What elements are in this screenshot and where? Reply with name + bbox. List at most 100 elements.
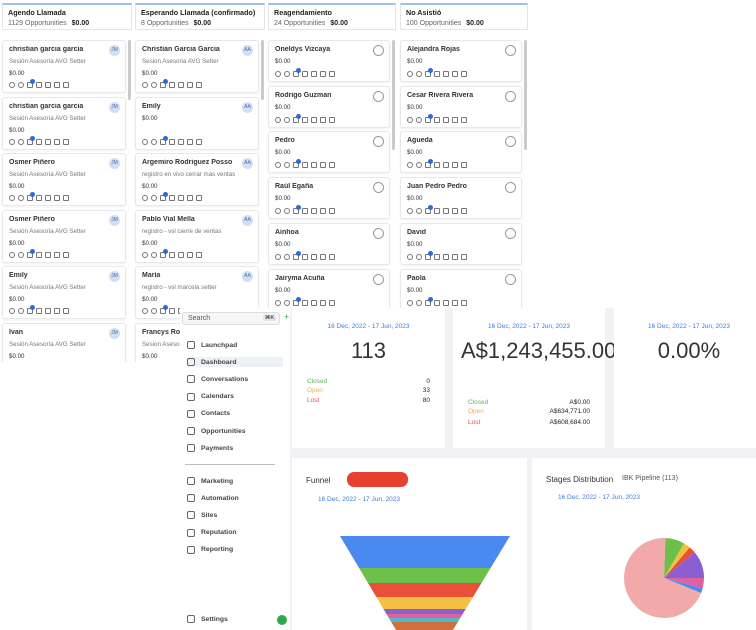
action-icon[interactable]	[461, 253, 467, 260]
action-icon[interactable]	[178, 195, 184, 201]
action-icon[interactable]	[169, 251, 175, 258]
nav-item[interactable]: Sites	[187, 511, 217, 520]
action-icon[interactable]	[9, 251, 15, 258]
action-icon[interactable]	[18, 82, 24, 88]
action-icon[interactable]	[196, 138, 202, 145]
action-icon[interactable]	[461, 116, 467, 123]
action-icon[interactable]	[63, 308, 69, 314]
action-icon[interactable]	[63, 195, 69, 201]
action-icon[interactable]	[311, 116, 317, 123]
nav-item[interactable]: Dashboard	[187, 357, 283, 368]
action-icon[interactable]	[54, 138, 60, 145]
action-icon[interactable]	[407, 253, 413, 260]
action-icon[interactable]	[407, 299, 413, 306]
action-icon[interactable]	[151, 251, 157, 258]
action-icon[interactable]	[151, 138, 157, 145]
action-icon[interactable]	[302, 208, 308, 215]
action-icon[interactable]	[452, 71, 458, 77]
action-icon[interactable]	[329, 71, 335, 77]
action-icon[interactable]	[187, 195, 193, 201]
action-icon[interactable]	[443, 71, 449, 77]
opportunity-card[interactable]: Pablo Vial Mella registro - vsl cierre de…	[135, 209, 259, 263]
action-icon[interactable]	[196, 82, 202, 88]
action-icon[interactable]	[54, 195, 60, 201]
nav-item[interactable]: Reporting	[187, 545, 233, 554]
action-icon[interactable]	[36, 308, 42, 314]
action-icon[interactable]	[320, 208, 326, 215]
action-icon[interactable]	[407, 71, 413, 77]
nav-item[interactable]: Payments	[187, 443, 283, 453]
action-icon[interactable]	[63, 251, 69, 258]
action-icon[interactable]	[275, 162, 281, 169]
action-icon[interactable]	[461, 299, 467, 306]
action-icon[interactable]	[284, 162, 290, 169]
action-icon[interactable]	[434, 253, 440, 260]
opportunity-card[interactable]: Raúl Egaña $0.00	[268, 177, 390, 220]
action-icon[interactable]	[320, 299, 326, 306]
action-icon[interactable]	[284, 208, 290, 215]
opportunity-card[interactable]: Argemiro Rodriguez Posso registro en vivo…	[135, 153, 259, 206]
action-icon[interactable]	[27, 135, 35, 145]
action-icon[interactable]	[142, 251, 148, 258]
opportunity-card[interactable]: Rodrigo Guzman $0.00	[268, 85, 390, 128]
action-icon[interactable]	[320, 253, 326, 260]
action-icon[interactable]	[36, 195, 42, 201]
action-icon[interactable]	[461, 208, 467, 215]
action-icon[interactable]	[63, 138, 69, 145]
action-icon[interactable]	[9, 138, 15, 145]
opportunity-card[interactable]: Osmer Piñero Sesión Asesoría AVG Setter $0…	[2, 209, 126, 263]
action-icon[interactable]	[151, 82, 157, 88]
action-icon[interactable]	[27, 305, 35, 314]
action-icon[interactable]	[36, 82, 42, 88]
action-icon[interactable]	[443, 116, 449, 123]
action-icon[interactable]	[45, 195, 51, 201]
action-icon[interactable]	[416, 116, 422, 123]
opportunity-card[interactable]: Agueda $0.00	[400, 131, 522, 174]
action-icon[interactable]	[9, 195, 15, 201]
action-icon[interactable]	[425, 68, 433, 77]
opportunity-card[interactable]: Juan Pedro Pedro $0.00	[400, 177, 522, 220]
action-icon[interactable]	[142, 195, 148, 201]
action-icon[interactable]	[160, 79, 168, 88]
action-icon[interactable]	[293, 250, 301, 260]
action-icon[interactable]	[443, 162, 449, 169]
action-icon[interactable]	[302, 299, 308, 306]
action-icon[interactable]	[284, 299, 290, 306]
action-icon[interactable]	[45, 251, 51, 258]
action-icon[interactable]	[329, 299, 335, 306]
action-icon[interactable]	[27, 79, 35, 88]
opportunity-card[interactable]: Emily Sesión Asesoría AVG Setter $0.00 JM	[2, 266, 126, 319]
action-icon[interactable]	[178, 82, 184, 88]
action-icon[interactable]	[27, 248, 35, 258]
action-icon[interactable]	[434, 71, 440, 77]
action-icon[interactable]	[284, 253, 290, 260]
action-icon[interactable]	[275, 208, 281, 215]
nav-item[interactable]: Automation	[187, 494, 239, 503]
action-icon[interactable]	[36, 138, 42, 145]
action-icon[interactable]	[284, 116, 290, 123]
action-icon[interactable]	[461, 71, 467, 77]
action-icon[interactable]	[196, 195, 202, 201]
action-icon[interactable]	[416, 299, 422, 306]
action-icon[interactable]	[443, 208, 449, 215]
nav-item[interactable]: Settings	[187, 615, 228, 623]
opportunity-card[interactable]: Emily $0.00 AA	[135, 96, 259, 150]
search-box[interactable]: Search ⌘K	[182, 312, 280, 325]
action-icon[interactable]	[142, 138, 148, 145]
opportunity-card[interactable]: Cesar Rivera Rivera $0.00	[400, 85, 522, 128]
action-icon[interactable]	[452, 299, 458, 306]
action-icon[interactable]	[36, 251, 42, 258]
action-icon[interactable]	[302, 253, 308, 260]
action-icon[interactable]	[311, 162, 317, 169]
action-icon[interactable]	[302, 162, 308, 169]
action-icon[interactable]	[178, 138, 184, 145]
action-icon[interactable]	[452, 208, 458, 215]
action-icon[interactable]	[54, 308, 60, 314]
action-icon[interactable]	[63, 82, 69, 88]
opportunity-card[interactable]: Ainhoa $0.00	[268, 222, 390, 265]
action-icon[interactable]	[178, 251, 184, 258]
nav-item[interactable]: Conversations	[187, 374, 283, 384]
action-icon[interactable]	[275, 253, 281, 260]
opportunity-card[interactable]: Jairyma Acuña $0.00	[268, 268, 390, 311]
action-icon[interactable]	[443, 299, 449, 306]
